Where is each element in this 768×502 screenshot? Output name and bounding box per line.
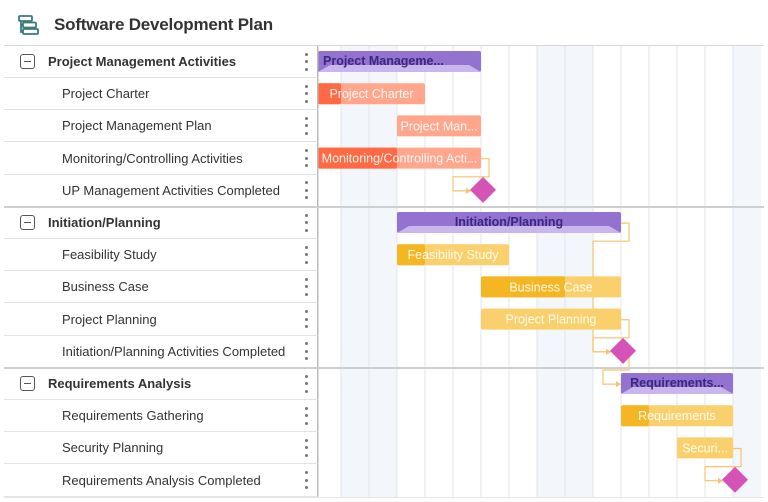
task-progress <box>621 405 649 427</box>
row-label: Business Case <box>62 279 149 295</box>
task-row[interactable]: Project Management Plan <box>4 110 318 143</box>
task-bar-label: Requirements <box>638 409 716 423</box>
more-options-icon[interactable] <box>304 149 308 168</box>
dependency-link <box>452 158 490 192</box>
link-arrow <box>616 381 621 388</box>
link-arrow <box>718 477 723 484</box>
task-bar-label: Project Planning <box>505 313 596 327</box>
task-row[interactable]: Requirements Analysis Completed <box>4 465 318 497</box>
task-row[interactable]: Business Case <box>4 271 318 304</box>
more-options-icon[interactable] <box>304 213 308 232</box>
row-label: Requirements Gathering <box>62 408 204 424</box>
dependency-link <box>592 319 630 353</box>
more-options-icon[interactable] <box>304 277 308 296</box>
row-label: Requirements Analysis Completed <box>62 472 261 488</box>
group-separator <box>4 367 764 369</box>
task-bar-label: Feasibility Study <box>407 248 499 262</box>
row-label: Project Planning <box>62 311 157 327</box>
more-options-icon[interactable] <box>304 342 308 361</box>
task-progress <box>318 83 341 105</box>
task-bar-label: Securi... <box>682 441 728 455</box>
page-title: Software Development Plan <box>54 14 273 34</box>
milestone-diamond[interactable] <box>722 466 748 493</box>
bottom-border <box>4 497 764 498</box>
row-label: Requirements Analysis <box>48 376 192 391</box>
row-label: Security Planning <box>62 440 164 456</box>
collapse-toggle[interactable] <box>20 215 35 230</box>
summary-bar[interactable] <box>621 373 733 394</box>
more-options-icon[interactable] <box>304 374 308 393</box>
summary-bar-label: Requirements... <box>630 376 724 390</box>
weekend-column <box>341 46 369 498</box>
task-bar[interactable] <box>481 308 621 330</box>
group-separator <box>4 206 764 208</box>
task-row[interactable]: Security Planning <box>4 432 318 465</box>
more-options-icon[interactable] <box>304 181 308 200</box>
weekend-column <box>537 46 565 498</box>
task-bar-label: Project Charter <box>329 87 413 101</box>
task-bar[interactable] <box>318 83 425 105</box>
row-label: Monitoring/Controlling Activities <box>62 150 243 166</box>
row-label: Project Management Activities <box>48 54 237 69</box>
collapse-toggle[interactable] <box>20 376 35 391</box>
task-progress <box>481 276 565 298</box>
row-label: Initiation/Planning <box>48 215 161 230</box>
row-label: Initiation/Planning Activities Completed <box>62 343 286 359</box>
summary-bar[interactable] <box>318 51 481 72</box>
more-options-icon[interactable] <box>304 84 308 103</box>
task-row[interactable]: Project Charter <box>4 78 318 111</box>
collapse-toggle[interactable] <box>20 54 35 69</box>
group-row[interactable]: Initiation/Planning <box>4 207 318 239</box>
task-bar[interactable] <box>677 437 733 459</box>
task-bar-label: Business Case <box>509 280 592 294</box>
summary-bar-label: Project Manageme... <box>323 54 444 68</box>
task-row[interactable]: Requirements Gathering <box>4 400 318 433</box>
row-label: Project Charter <box>62 86 150 102</box>
milestone-diamond[interactable] <box>610 337 636 364</box>
more-options-icon[interactable] <box>304 52 308 71</box>
more-options-icon[interactable] <box>304 245 308 264</box>
row-label: Project Management Plan <box>62 118 212 134</box>
more-options-icon[interactable] <box>304 438 308 457</box>
task-bar-label: Monitoring/Controlling Acti... <box>322 152 478 166</box>
header: Software Development Plan <box>4 4 764 46</box>
group-row[interactable]: Project Management Activities <box>4 46 318 78</box>
row-label: Feasibility Study <box>62 247 157 263</box>
row-label: UP Management Activities Completed <box>62 182 280 198</box>
link-arrow <box>466 187 471 194</box>
summary-bar[interactable] <box>397 212 621 233</box>
more-options-icon[interactable] <box>304 406 308 425</box>
dependency-link <box>704 447 742 482</box>
task-bar[interactable] <box>397 115 481 137</box>
task-bar-label: Project Man... <box>400 119 477 133</box>
milestone-diamond[interactable] <box>470 176 496 203</box>
group-row[interactable]: Requirements Analysis <box>4 368 318 400</box>
summary-bar-label: Initiation/Planning <box>455 215 563 229</box>
more-options-icon[interactable] <box>304 310 308 329</box>
task-row[interactable]: Monitoring/Controlling Activities <box>4 143 318 175</box>
task-row[interactable]: Feasibility Study <box>4 239 318 272</box>
weekend-column <box>565 46 593 498</box>
task-progress <box>318 147 397 169</box>
more-options-icon[interactable] <box>304 471 308 490</box>
task-progress <box>397 244 425 266</box>
gantt-icon <box>18 14 39 35</box>
more-options-icon[interactable] <box>304 116 308 135</box>
weekend-column <box>369 46 397 498</box>
weekend-column <box>733 46 761 498</box>
task-row[interactable]: Project Planning <box>4 304 318 336</box>
link-arrow <box>606 348 611 355</box>
